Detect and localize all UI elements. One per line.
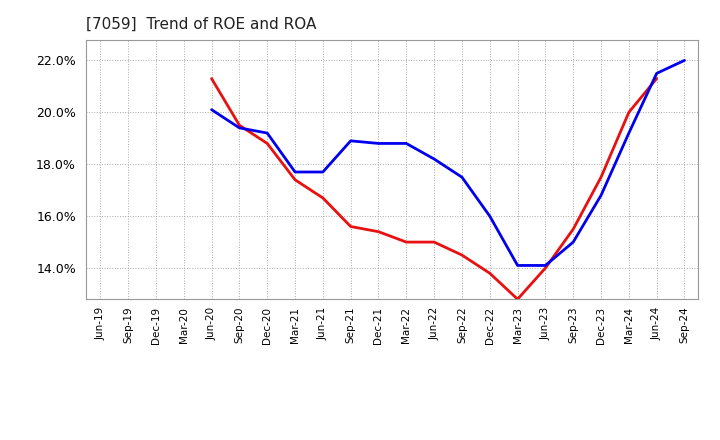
ROA — [374, 141, 383, 146]
ROE — [541, 265, 550, 271]
ROE — [597, 175, 606, 180]
ROE — [485, 271, 494, 276]
Line: ROE: ROE — [212, 78, 657, 299]
ROE — [402, 239, 410, 245]
ROE — [291, 177, 300, 183]
ROA — [291, 169, 300, 175]
ROA — [652, 71, 661, 76]
ROA — [346, 138, 355, 143]
ROA — [402, 141, 410, 146]
ROA — [624, 130, 633, 136]
ROA — [541, 263, 550, 268]
ROE — [207, 76, 216, 81]
Text: [7059]  Trend of ROE and ROA: [7059] Trend of ROE and ROA — [86, 16, 317, 32]
ROE — [513, 297, 522, 302]
ROE — [458, 253, 467, 258]
ROA — [235, 125, 243, 131]
ROE — [652, 76, 661, 81]
ROA — [263, 130, 271, 136]
ROA — [569, 239, 577, 245]
ROA — [513, 263, 522, 268]
ROE — [624, 110, 633, 115]
ROA — [485, 213, 494, 219]
ROE — [235, 123, 243, 128]
ROE — [569, 227, 577, 232]
ROE — [374, 229, 383, 235]
ROA — [207, 107, 216, 112]
ROA — [597, 193, 606, 198]
ROE — [318, 195, 327, 201]
ROA — [318, 169, 327, 175]
ROE — [430, 239, 438, 245]
Line: ROA: ROA — [212, 60, 685, 265]
ROA — [458, 175, 467, 180]
ROA — [680, 58, 689, 63]
ROE — [263, 141, 271, 146]
ROE — [346, 224, 355, 229]
ROA — [430, 156, 438, 161]
